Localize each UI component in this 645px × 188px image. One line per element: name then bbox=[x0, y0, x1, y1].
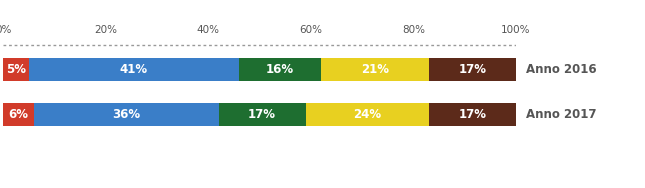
Text: 41%: 41% bbox=[120, 63, 148, 76]
Bar bbox=[34, 103, 219, 126]
Text: 6%: 6% bbox=[8, 108, 28, 121]
Bar bbox=[321, 58, 429, 81]
Text: 5%: 5% bbox=[6, 63, 26, 76]
Bar bbox=[239, 58, 321, 81]
Text: 16%: 16% bbox=[266, 63, 294, 76]
Bar bbox=[3, 103, 34, 126]
Text: 21%: 21% bbox=[361, 63, 389, 76]
Bar bbox=[306, 103, 429, 126]
Bar bbox=[3, 58, 29, 81]
Text: 17%: 17% bbox=[248, 108, 276, 121]
Bar bbox=[29, 58, 239, 81]
Text: 24%: 24% bbox=[353, 108, 381, 121]
Text: Anno 2016: Anno 2016 bbox=[526, 63, 597, 76]
Bar bbox=[429, 103, 516, 126]
Bar bbox=[219, 103, 306, 126]
Bar bbox=[429, 58, 516, 81]
Text: 17%: 17% bbox=[459, 63, 486, 76]
Text: 36%: 36% bbox=[112, 108, 141, 121]
Text: 17%: 17% bbox=[459, 108, 486, 121]
Text: Anno 2017: Anno 2017 bbox=[526, 108, 597, 121]
